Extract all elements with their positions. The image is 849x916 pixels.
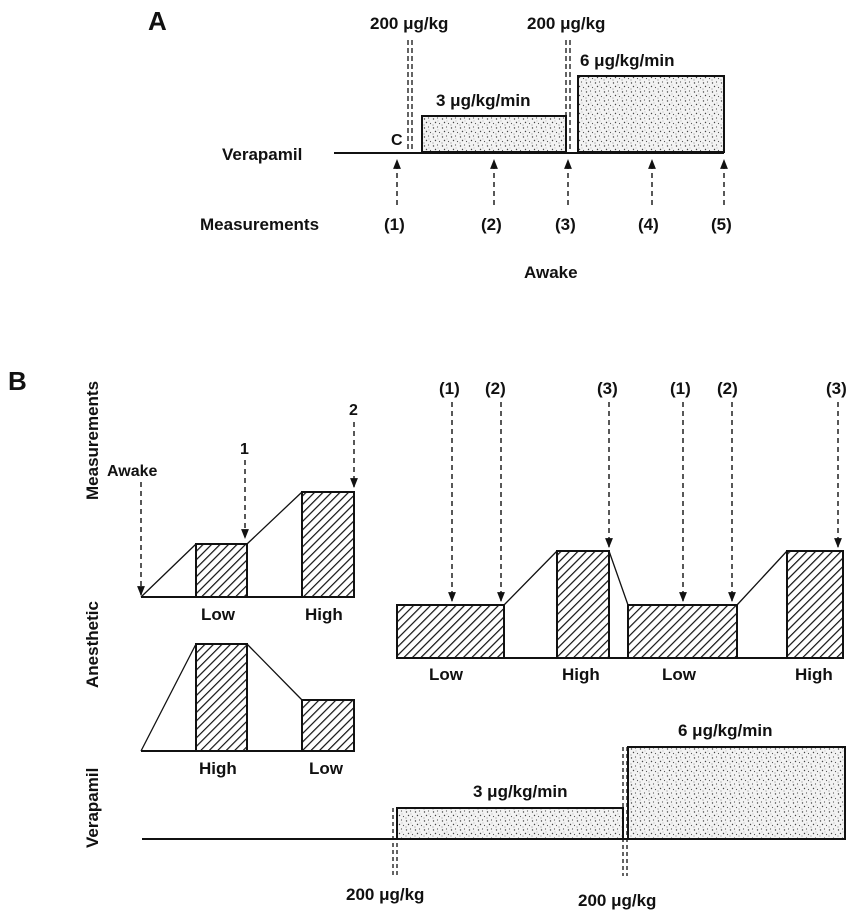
panel-b-verapamil-label: Verapamil [83, 768, 102, 848]
panel-b-right-level: Low [662, 665, 697, 684]
panel-b-bolus-2-label: 200 μg/kg [578, 891, 656, 910]
panel-b-left-lower-level: High [199, 759, 237, 778]
panel-b-right-point: (3) [597, 379, 618, 398]
panel-b-anesthetic-label: Anesthetic [83, 601, 102, 688]
panel-a-measurement-point: (5) [711, 215, 732, 234]
panel-b-left-point-2: 2 [349, 402, 358, 419]
panel-b-right-point: (2) [485, 379, 506, 398]
panel-a-infusion-low-block [421, 115, 567, 153]
panel-a-measurement-point: (4) [638, 215, 659, 234]
panel-b-infusion-high-block [627, 746, 846, 840]
panel-a: A 200 μg/kg 200 μg/kg 3 μg/kg/min 6 μg/k… [148, 6, 732, 282]
panel-b-right-point: (1) [670, 379, 691, 398]
panel-b-bolus-2-marker [622, 747, 628, 876]
panel-b-right-arrows [448, 402, 842, 602]
panel-b-infusion-low-label: 3 μg/kg/min [473, 782, 567, 801]
panel-b-awake-label: Awake [107, 463, 158, 480]
panel-b-right-profile [396, 550, 844, 659]
panel-b-right-point: (1) [439, 379, 460, 398]
panel-b-left-lower-profile [140, 643, 355, 752]
panel-b-right-level: Low [429, 665, 464, 684]
panel-a-infusion-high-block [577, 75, 725, 153]
panel-b: B Measurements Anesthetic Verapamil Awak… [8, 366, 847, 910]
panel-b-left-point-1: 1 [240, 441, 249, 458]
panel-b-right-level: High [795, 665, 833, 684]
panel-b-infusion-low-block [396, 807, 624, 840]
panel-a-measurement-point: (2) [481, 215, 502, 234]
panel-b-right-point: (2) [717, 379, 738, 398]
panel-a-bolus-1-marker [407, 40, 413, 150]
panel-a-state-label: Awake [524, 263, 578, 282]
panel-a-bolus-1-label: 200 μg/kg [370, 14, 448, 33]
panel-b-letter: B [8, 366, 27, 396]
panel-a-infusion-high-label: 6 μg/kg/min [580, 51, 674, 70]
panel-b-infusion-high-label: 6 μg/kg/min [678, 721, 772, 740]
panel-a-measurement-point: (3) [555, 215, 576, 234]
panel-b-bolus-1-marker [392, 808, 398, 876]
panel-a-measurement-point: (1) [384, 215, 405, 234]
panel-a-letter: A [148, 6, 167, 36]
panel-b-left-lower-level: Low [309, 759, 344, 778]
panel-b-bolus-1-label: 200 μg/kg [346, 885, 424, 904]
panel-b-measurements-label: Measurements [83, 381, 102, 500]
panel-a-measurement-arrows [393, 159, 728, 205]
panel-a-control-marker: C [391, 132, 403, 149]
panel-b-left-upper-level: Low [201, 605, 236, 624]
panel-b-right-point: (3) [826, 379, 847, 398]
panel-a-measurements-label: Measurements [200, 215, 319, 234]
panel-a-bolus-2-label: 200 μg/kg [527, 14, 605, 33]
panel-a-infusion-low-label: 3 μg/kg/min [436, 91, 530, 110]
panel-b-right-level: High [562, 665, 600, 684]
panel-b-left-upper-level: High [305, 605, 343, 624]
panel-b-left-upper-profile [140, 491, 355, 598]
panel-a-verapamil-label: Verapamil [222, 145, 302, 164]
